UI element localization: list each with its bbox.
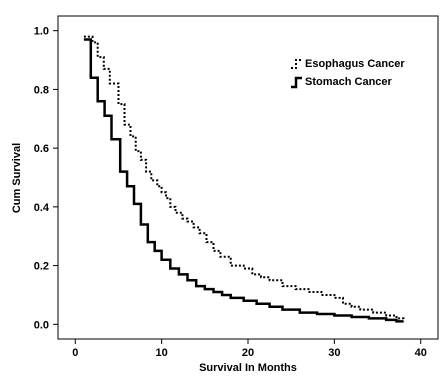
legend-symbol-stomach: [291, 76, 302, 89]
y-axis-ticks: 0.0 0.2 0.4 0.6 0.8 1.0: [34, 26, 58, 331]
y-tick-label: 0.4: [34, 202, 50, 214]
x-tick-label: 40: [415, 347, 427, 359]
x-tick-label: 0: [72, 347, 78, 359]
x-axis-ticks: 0 10 20 30 40: [72, 339, 427, 359]
x-tick-label: 10: [156, 347, 168, 359]
x-tick-label: 20: [242, 347, 254, 359]
series-line-esophagus: [83, 35, 405, 322]
legend-symbol-esophagus: [291, 59, 302, 69]
y-tick-label: 0.8: [34, 84, 49, 96]
legend-label-stomach: Stomach Cancer: [305, 76, 393, 88]
y-tick-label: 0.6: [34, 143, 49, 155]
y-axis-title: Cum Survival: [11, 143, 23, 213]
y-tick-label: 1.0: [34, 26, 49, 38]
x-tick-label: 30: [328, 347, 340, 359]
legend-label-esophagus: Esophagus Cancer: [305, 58, 405, 70]
series-line-stomach: [83, 38, 404, 323]
y-tick-label: 0.0: [34, 319, 49, 331]
legend: Esophagus Cancer Stomach Cancer: [291, 58, 405, 89]
y-tick-label: 0.2: [34, 261, 49, 273]
series-layer: [83, 35, 405, 323]
x-axis-title: Survival In Months: [199, 362, 297, 374]
